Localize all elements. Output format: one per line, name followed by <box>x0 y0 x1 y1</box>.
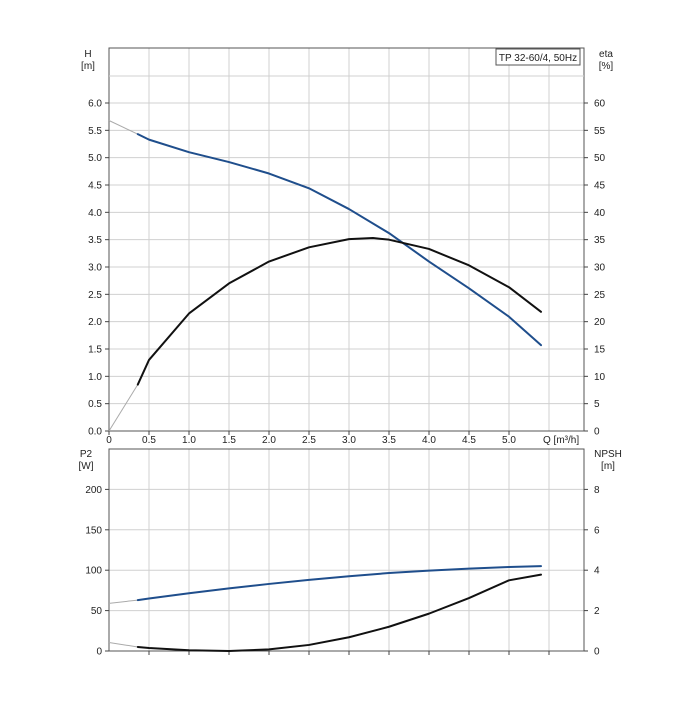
npsh-label-name: NPSH <box>594 449 622 460</box>
y-left-tick-label: 0.0 <box>88 427 102 438</box>
y-right-tick-label: 50 <box>594 153 606 164</box>
y-left-tick-label: 3.0 <box>88 263 102 274</box>
x-tick-label: 5.0 <box>502 435 516 446</box>
y-right-label-name: eta <box>599 49 613 60</box>
npsh-tick-label: 4 <box>594 566 600 577</box>
y-right-tick-label: 45 <box>594 181 606 192</box>
p2-tick-label: 50 <box>91 606 103 617</box>
y-right-tick-label: 60 <box>594 99 606 110</box>
y-left-label-name: H <box>84 49 91 60</box>
npsh-tick-label: 0 <box>594 647 600 658</box>
npsh-tick-label: 8 <box>594 485 600 496</box>
x-tick-label: 2.5 <box>302 435 316 446</box>
p2-tick-label: 200 <box>85 485 102 496</box>
y-left-tick-label: 1.0 <box>88 372 102 383</box>
x-tick-label: 1.0 <box>182 435 196 446</box>
chart-title-box <box>495 48 581 66</box>
power-curve-extrapolated <box>108 599 138 604</box>
y-left-tick-label: 2.5 <box>88 290 102 301</box>
efficiency-curve-line <box>136 237 542 386</box>
npsh-tick-label: 2 <box>594 606 600 617</box>
p2-label-name: P2 <box>80 449 93 460</box>
y-right-tick-label: 25 <box>594 290 606 301</box>
y-right-tick-label: 55 <box>594 126 606 137</box>
y-right-label-unit: [%] <box>599 61 614 72</box>
x-tick-label: 3.5 <box>382 435 396 446</box>
y-right-tick-label: 5 <box>594 399 600 410</box>
y-right-tick-label: 20 <box>594 317 606 328</box>
y-right-tick-label: 15 <box>594 345 606 356</box>
y-left-tick-label: 5.0 <box>88 153 102 164</box>
y-left-tick-label: 0.5 <box>88 399 102 410</box>
y-left-tick-label: 1.5 <box>88 345 102 356</box>
x-axis-label: Q [m³/h] <box>543 435 579 446</box>
y-left-tick-label: 6.0 <box>88 99 102 110</box>
head-curve-extrapolated <box>108 120 139 135</box>
npsh-curve-line <box>136 573 542 652</box>
bottom-panel-frame <box>108 448 585 652</box>
power-curve-line <box>136 565 542 602</box>
y-left-tick-label: 4.5 <box>88 181 102 192</box>
y-left-tick-label: 2.0 <box>88 317 102 328</box>
bottom-panel-grid <box>109 449 584 651</box>
y-left-label-unit: [m] <box>81 61 95 72</box>
p2-tick-label: 150 <box>85 525 102 536</box>
y-right-tick-label: 30 <box>594 263 606 274</box>
x-tick-label: 0 <box>106 435 112 446</box>
npsh-curve-extrapolated <box>108 642 138 648</box>
npsh-tick-label: 6 <box>594 525 600 536</box>
efficiency-curve-extrapolated <box>108 384 139 432</box>
top-panel-tick-labels: 0 0.5 1.0 1.5 2.0 2.5 3.0 3.5 4.0 4.5 5.0 0.0 0 0.5 5 1… <box>88 99 605 447</box>
x-tick-label: 0.5 <box>142 435 156 446</box>
chart-title: TP 32-60/4, 50Hz <box>499 53 577 64</box>
y-left-tick-label: 5.5 <box>88 126 102 137</box>
x-tick-label: 1.5 <box>222 435 236 446</box>
p2-label-unit: [W] <box>79 461 94 472</box>
head-curve-line <box>136 133 542 347</box>
y-left-tick-label: 3.5 <box>88 235 102 246</box>
y-right-tick-label: 40 <box>594 208 606 219</box>
bottom-panel-tick-labels: 0 0 50 2 100 4 150 6 200 8 <box>85 485 600 658</box>
y-right-tick-label: 0 <box>594 427 600 438</box>
x-tick-label: 3.0 <box>342 435 356 446</box>
p2-tick-label: 0 <box>96 647 102 658</box>
x-tick-label: 4.0 <box>422 435 436 446</box>
y-right-tick-label: 35 <box>594 235 606 246</box>
top-panel-series <box>108 120 542 432</box>
bottom-panel-series <box>108 565 542 652</box>
y-left-tick-label: 4.0 <box>88 208 102 219</box>
p2-tick-label: 100 <box>85 566 102 577</box>
x-tick-label: 2.0 <box>262 435 276 446</box>
y-right-tick-label: 10 <box>594 372 606 383</box>
x-tick-label: 4.5 <box>462 435 476 446</box>
npsh-label-unit: [m] <box>601 461 615 472</box>
